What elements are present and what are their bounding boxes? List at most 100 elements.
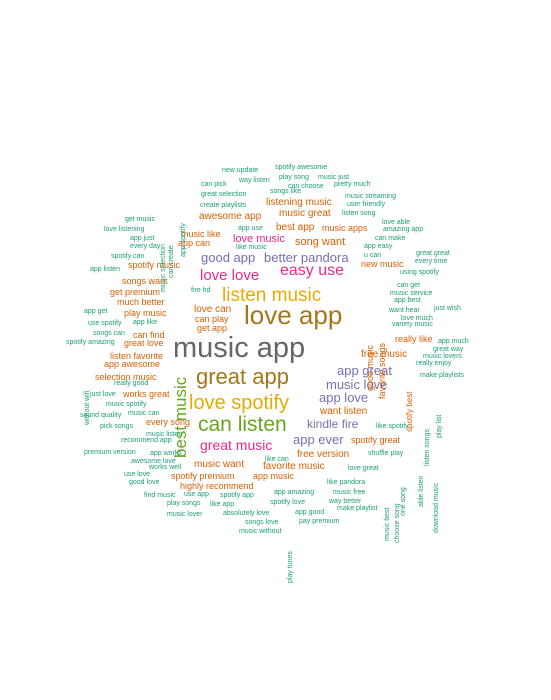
cloud-word: free version <box>297 449 350 460</box>
cloud-word: get app <box>197 323 228 333</box>
cloud-word: songs can <box>93 330 125 337</box>
cloud-word: spotify premium <box>171 471 235 481</box>
cloud-word: premium version <box>84 449 136 456</box>
cloud-word: favorite music <box>263 461 325 472</box>
cloud-word: music service <box>390 290 433 297</box>
cloud-word: listen music <box>222 285 322 306</box>
cloud-word: just wish <box>434 305 461 312</box>
cloud-word: like can <box>265 456 289 463</box>
cloud-word: way listen <box>239 177 270 184</box>
cloud-word: great great <box>416 250 450 257</box>
cloud-word: can create <box>168 245 175 278</box>
cloud-word: good app <box>201 250 256 265</box>
cloud-word: u can <box>364 252 382 259</box>
cloud-word: great app <box>196 364 289 389</box>
cloud-word: use spotify <box>88 320 122 327</box>
cloud-word: spotify awesome <box>275 164 328 171</box>
cloud-word: love love <box>200 267 260 284</box>
cloud-word: pretty much <box>334 181 371 188</box>
cloud-word: music want <box>194 459 245 470</box>
cloud-word: make playlists <box>420 372 464 379</box>
cloud-word: app can <box>178 238 211 248</box>
cloud-word: create playlists <box>200 202 247 209</box>
cloud-word: one song <box>400 487 407 516</box>
cloud-word: music best <box>384 507 391 541</box>
cloud-word: can listen <box>198 413 287 436</box>
cloud-word: kindle fire <box>307 417 359 431</box>
cloud-word: app love <box>319 390 369 405</box>
cloud-word: app works <box>150 450 182 457</box>
cloud-word: really enjoy <box>416 360 452 367</box>
cloud-word: music app <box>173 332 306 364</box>
cloud-word: can choose <box>288 183 324 190</box>
cloud-word: like pandora <box>327 479 366 486</box>
cloud-word: music free <box>333 489 366 496</box>
cloud-word: app music <box>253 471 295 481</box>
cloud-word: shuffle play <box>368 450 404 457</box>
cloud-word: app use <box>238 225 263 232</box>
cloud-word: new music <box>361 259 404 269</box>
cloud-word: works great <box>123 389 170 399</box>
cloud-word: want listen <box>320 406 368 417</box>
cloud-word: music love <box>326 377 388 392</box>
cloud-word: app awesome <box>104 359 161 369</box>
cloud-word: spotify music <box>128 260 181 270</box>
cloud-word: play list <box>436 414 443 438</box>
cloud-word: awesome love <box>131 458 176 465</box>
cloud-word: can play <box>195 314 229 324</box>
cloud-word: like music <box>236 244 267 251</box>
cloud-word: music selection <box>160 243 167 292</box>
cloud-word: great music <box>200 437 273 453</box>
cloud-word: variety music <box>392 321 433 328</box>
cloud-word: awesome app <box>199 211 262 222</box>
cloud-word: download music <box>433 482 440 533</box>
cloud-word: listen song <box>342 210 376 217</box>
cloud-word: love can <box>194 304 232 315</box>
cloud-word: can pick <box>201 181 227 188</box>
cloud-word: love great <box>348 465 379 472</box>
cloud-word: app much <box>438 338 469 345</box>
cloud-word: listen favorite <box>110 351 164 361</box>
cloud-word: pick songs <box>100 423 134 430</box>
cloud-word: music can <box>128 410 160 417</box>
cloud-word: can get <box>397 282 420 289</box>
cloud-word: great love <box>124 338 164 348</box>
cloud-word: better pandora <box>264 250 349 265</box>
cloud-word: app get <box>84 308 108 315</box>
cloud-word: without wifi <box>84 390 91 425</box>
cloud-word: app listen <box>90 266 120 273</box>
cloud-word: works well <box>149 464 182 471</box>
cloud-word: every day <box>130 243 161 250</box>
cloud-word: music streaming <box>345 193 396 200</box>
cloud-word: easy use <box>280 262 345 279</box>
cloud-word: great selection <box>201 191 247 198</box>
cloud-word: highly recommend <box>180 481 254 491</box>
cloud-word: spotify great <box>351 435 401 445</box>
cloud-word: songs love <box>245 519 279 526</box>
cloud-word: love much <box>401 315 433 322</box>
cloud-word: spotify can <box>111 253 145 260</box>
cloud-word: every song <box>146 417 191 427</box>
cloud-word: spotify amazing <box>66 339 115 346</box>
cloud-word: play song <box>279 174 309 181</box>
cloud-word: selection music <box>95 372 157 382</box>
cloud-word: use love <box>124 471 151 478</box>
cloud-word: like spotify <box>376 423 409 430</box>
cloud-word: app ever <box>293 432 344 447</box>
cloud-word: app best <box>394 297 421 304</box>
cloud-word: can make <box>375 235 406 242</box>
cloud-word: app like <box>133 319 158 326</box>
cloud-word: play tunes <box>287 551 294 583</box>
cloud-word: spotify app <box>220 492 254 499</box>
cloud-word: using spotify <box>400 269 439 276</box>
cloud-word: app great <box>337 363 392 378</box>
cloud-word: app amazing <box>274 489 315 496</box>
cloud-word: way better <box>329 498 362 505</box>
cloud-word: every time <box>415 258 448 265</box>
cloud-word: love spotify <box>189 392 290 414</box>
cloud-word: love listening <box>104 226 145 233</box>
cloud-word: music like <box>181 229 221 239</box>
cloud-word: great way <box>433 346 464 353</box>
cloud-word: listening music <box>266 197 332 208</box>
